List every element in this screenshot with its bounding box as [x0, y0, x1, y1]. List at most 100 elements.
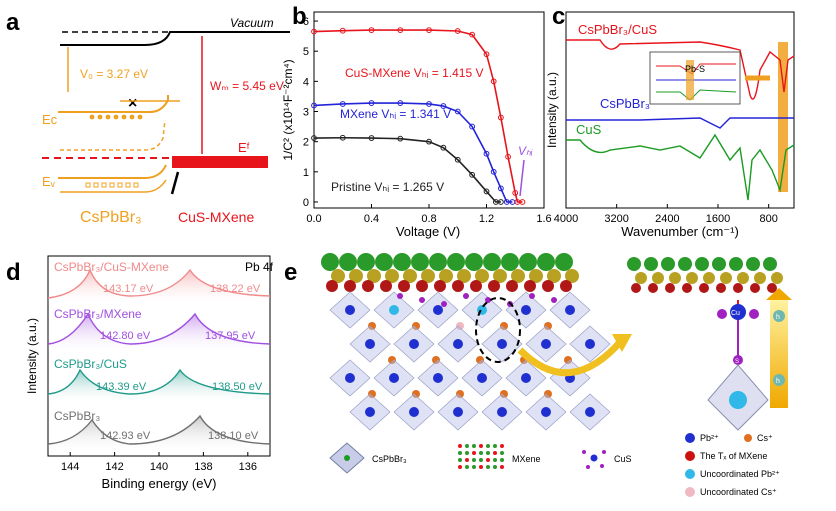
- series-point-b-2: [454, 156, 461, 163]
- mxene-icon-dot: [458, 451, 462, 455]
- ytick-label-b: 0: [303, 197, 309, 209]
- series-point-b-0: [505, 153, 511, 160]
- series-point-b-2: [469, 171, 476, 178]
- hole-label-bottom: h: [776, 378, 780, 385]
- zoom-cu-label: Cu: [731, 310, 740, 317]
- legend-b-mxene: MXene Vₕᵢ = 1.341 V: [340, 107, 451, 121]
- peak-d-mxene-1: 142.80 eV: [100, 330, 151, 342]
- xtick-label-d: 144: [61, 461, 79, 473]
- zoom-mxene-green: [644, 257, 658, 271]
- inset-highlight: [686, 60, 694, 100]
- valence-band: [58, 164, 167, 179]
- legend-e-pb: Pb²⁺: [700, 433, 719, 443]
- pb-atom: [565, 305, 575, 315]
- mxene-icon-dot: [465, 444, 469, 448]
- cs-atom: [456, 322, 464, 330]
- zoom-mxene-olive: [720, 272, 732, 284]
- series-point-b-0: [483, 51, 490, 58]
- pb-atom: [521, 305, 531, 315]
- legend-c-cspbbr3-cus: CsPbBr₃/CuS: [578, 22, 657, 37]
- series-point-b-2: [311, 135, 317, 141]
- zoom-mxene-olive: [703, 272, 715, 284]
- mxene-atom-tx: [488, 280, 500, 292]
- panel-label-e: e: [284, 259, 297, 286]
- series-point-b-0: [368, 27, 375, 33]
- mxene-atom-green: [555, 253, 573, 271]
- cs-atom: [544, 390, 552, 398]
- mxene-icon-dot: [458, 444, 462, 448]
- zoom-s-label: S: [735, 359, 739, 365]
- legend-d-mxene: CsPbBr₃/MXene: [54, 307, 142, 321]
- series-point-b-1: [469, 123, 476, 130]
- xtick-label-b: 1.2: [479, 213, 494, 225]
- series-point-b-1: [339, 101, 346, 107]
- axis-ticks-b: 0.0 0.4 0.8 1.2 1.6 0 1 2 3 4 5 6: [303, 16, 552, 225]
- xlabel-d: Binding energy (eV): [102, 476, 217, 491]
- conduction-band-dashed: [60, 119, 166, 151]
- mxene-atom-olive: [439, 269, 453, 283]
- peak-d-cus-1: 143.39 eV: [96, 381, 147, 393]
- axis-ticks-d: 144 142 140 138 136: [61, 452, 257, 473]
- series-point-b-1: [509, 199, 516, 205]
- vacuum-level-line: [60, 31, 290, 46]
- zoom-mxene-green: [661, 257, 675, 271]
- pb-atom: [409, 407, 419, 417]
- cus-atom: [397, 293, 403, 299]
- mxene-atom-tx: [344, 280, 356, 292]
- series-point-b-2: [497, 199, 504, 205]
- series-d-cspbbr3: [47, 414, 271, 445]
- zoom-mxene-tx: [665, 283, 675, 293]
- xtick-label-d: 142: [105, 461, 123, 473]
- series-d-cus: [47, 368, 271, 395]
- series-point-b-0: [454, 28, 461, 34]
- mxene-atom-tx: [398, 280, 410, 292]
- valence-band-lower: [60, 179, 167, 193]
- mxene-icon-dot: [479, 444, 483, 448]
- panel-d: d CsPbBr₃/CuS-MXene Pb 4f 143.17 eV 138.…: [6, 255, 274, 491]
- pb-atom: [433, 305, 443, 315]
- series-point-b-1: [397, 100, 404, 106]
- series-point-b-1: [440, 103, 447, 109]
- series-line-b-0: [313, 29, 523, 203]
- zoom-mxene-green: [763, 257, 777, 271]
- series-point-b-0: [519, 199, 526, 205]
- cs-atom: [388, 356, 396, 364]
- zoom-mxene-tx: [631, 283, 641, 293]
- ytick-label-b: 5: [303, 46, 309, 58]
- pb-atom: [541, 339, 551, 349]
- series-point-b-0: [512, 190, 519, 196]
- perovskite-lattice: [329, 291, 611, 431]
- legend-e-upb: Uncoordinated Pb²⁺: [700, 469, 780, 479]
- xlabel-c: Wavenumber (cm⁻¹): [621, 224, 739, 239]
- cus-mxene-label: CuS-MXene: [178, 209, 254, 225]
- mxene-atom-tx: [524, 280, 536, 292]
- pb-atom: [389, 305, 399, 315]
- zoom-s-atom-right: [749, 309, 759, 319]
- mxene-atom-olive: [421, 269, 435, 283]
- legend-pb-dot: [685, 433, 695, 443]
- pb-atom: [497, 407, 507, 417]
- cs-atom: [456, 390, 464, 398]
- mxene-atom-olive: [475, 269, 489, 283]
- mxene-icon-dot: [486, 444, 490, 448]
- panel-label-d: d: [6, 259, 21, 286]
- mxene-atom-green: [537, 253, 555, 271]
- zoom-s-atom-left: [717, 309, 727, 319]
- panel-e: e Cu S h h CsPbBr₃ MXene: [284, 253, 792, 497]
- cus-atom: [441, 301, 447, 307]
- zoom-mxene-olive: [737, 272, 749, 284]
- legend-c-cus: CuS: [576, 122, 602, 137]
- hole-marker-bottom: [773, 374, 785, 386]
- peak-d-mxene-2: 137.95 eV: [205, 330, 256, 342]
- series-point-b-0: [426, 27, 432, 33]
- mxene-icon-dot: [472, 451, 476, 455]
- legend-upb-dot: [685, 469, 695, 479]
- zoom-mxene-tx: [733, 283, 743, 293]
- zoom-mxene-green: [729, 257, 743, 271]
- xtick-label-c: 800: [759, 213, 777, 225]
- mxene-atom-olive: [493, 269, 507, 283]
- legend-c-cspbbr3: CsPbBr₃: [600, 96, 650, 111]
- mxene-atom-olive: [457, 269, 471, 283]
- mxene-atom-tx: [470, 280, 482, 292]
